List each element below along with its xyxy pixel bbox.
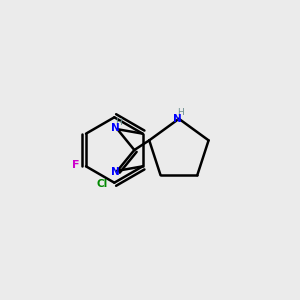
Text: H: H (116, 118, 122, 127)
Text: N: N (111, 123, 119, 133)
Text: N: N (111, 167, 119, 177)
Text: F: F (72, 160, 80, 170)
Text: H: H (177, 108, 184, 117)
Text: N: N (173, 114, 182, 124)
Text: Cl: Cl (96, 179, 107, 189)
